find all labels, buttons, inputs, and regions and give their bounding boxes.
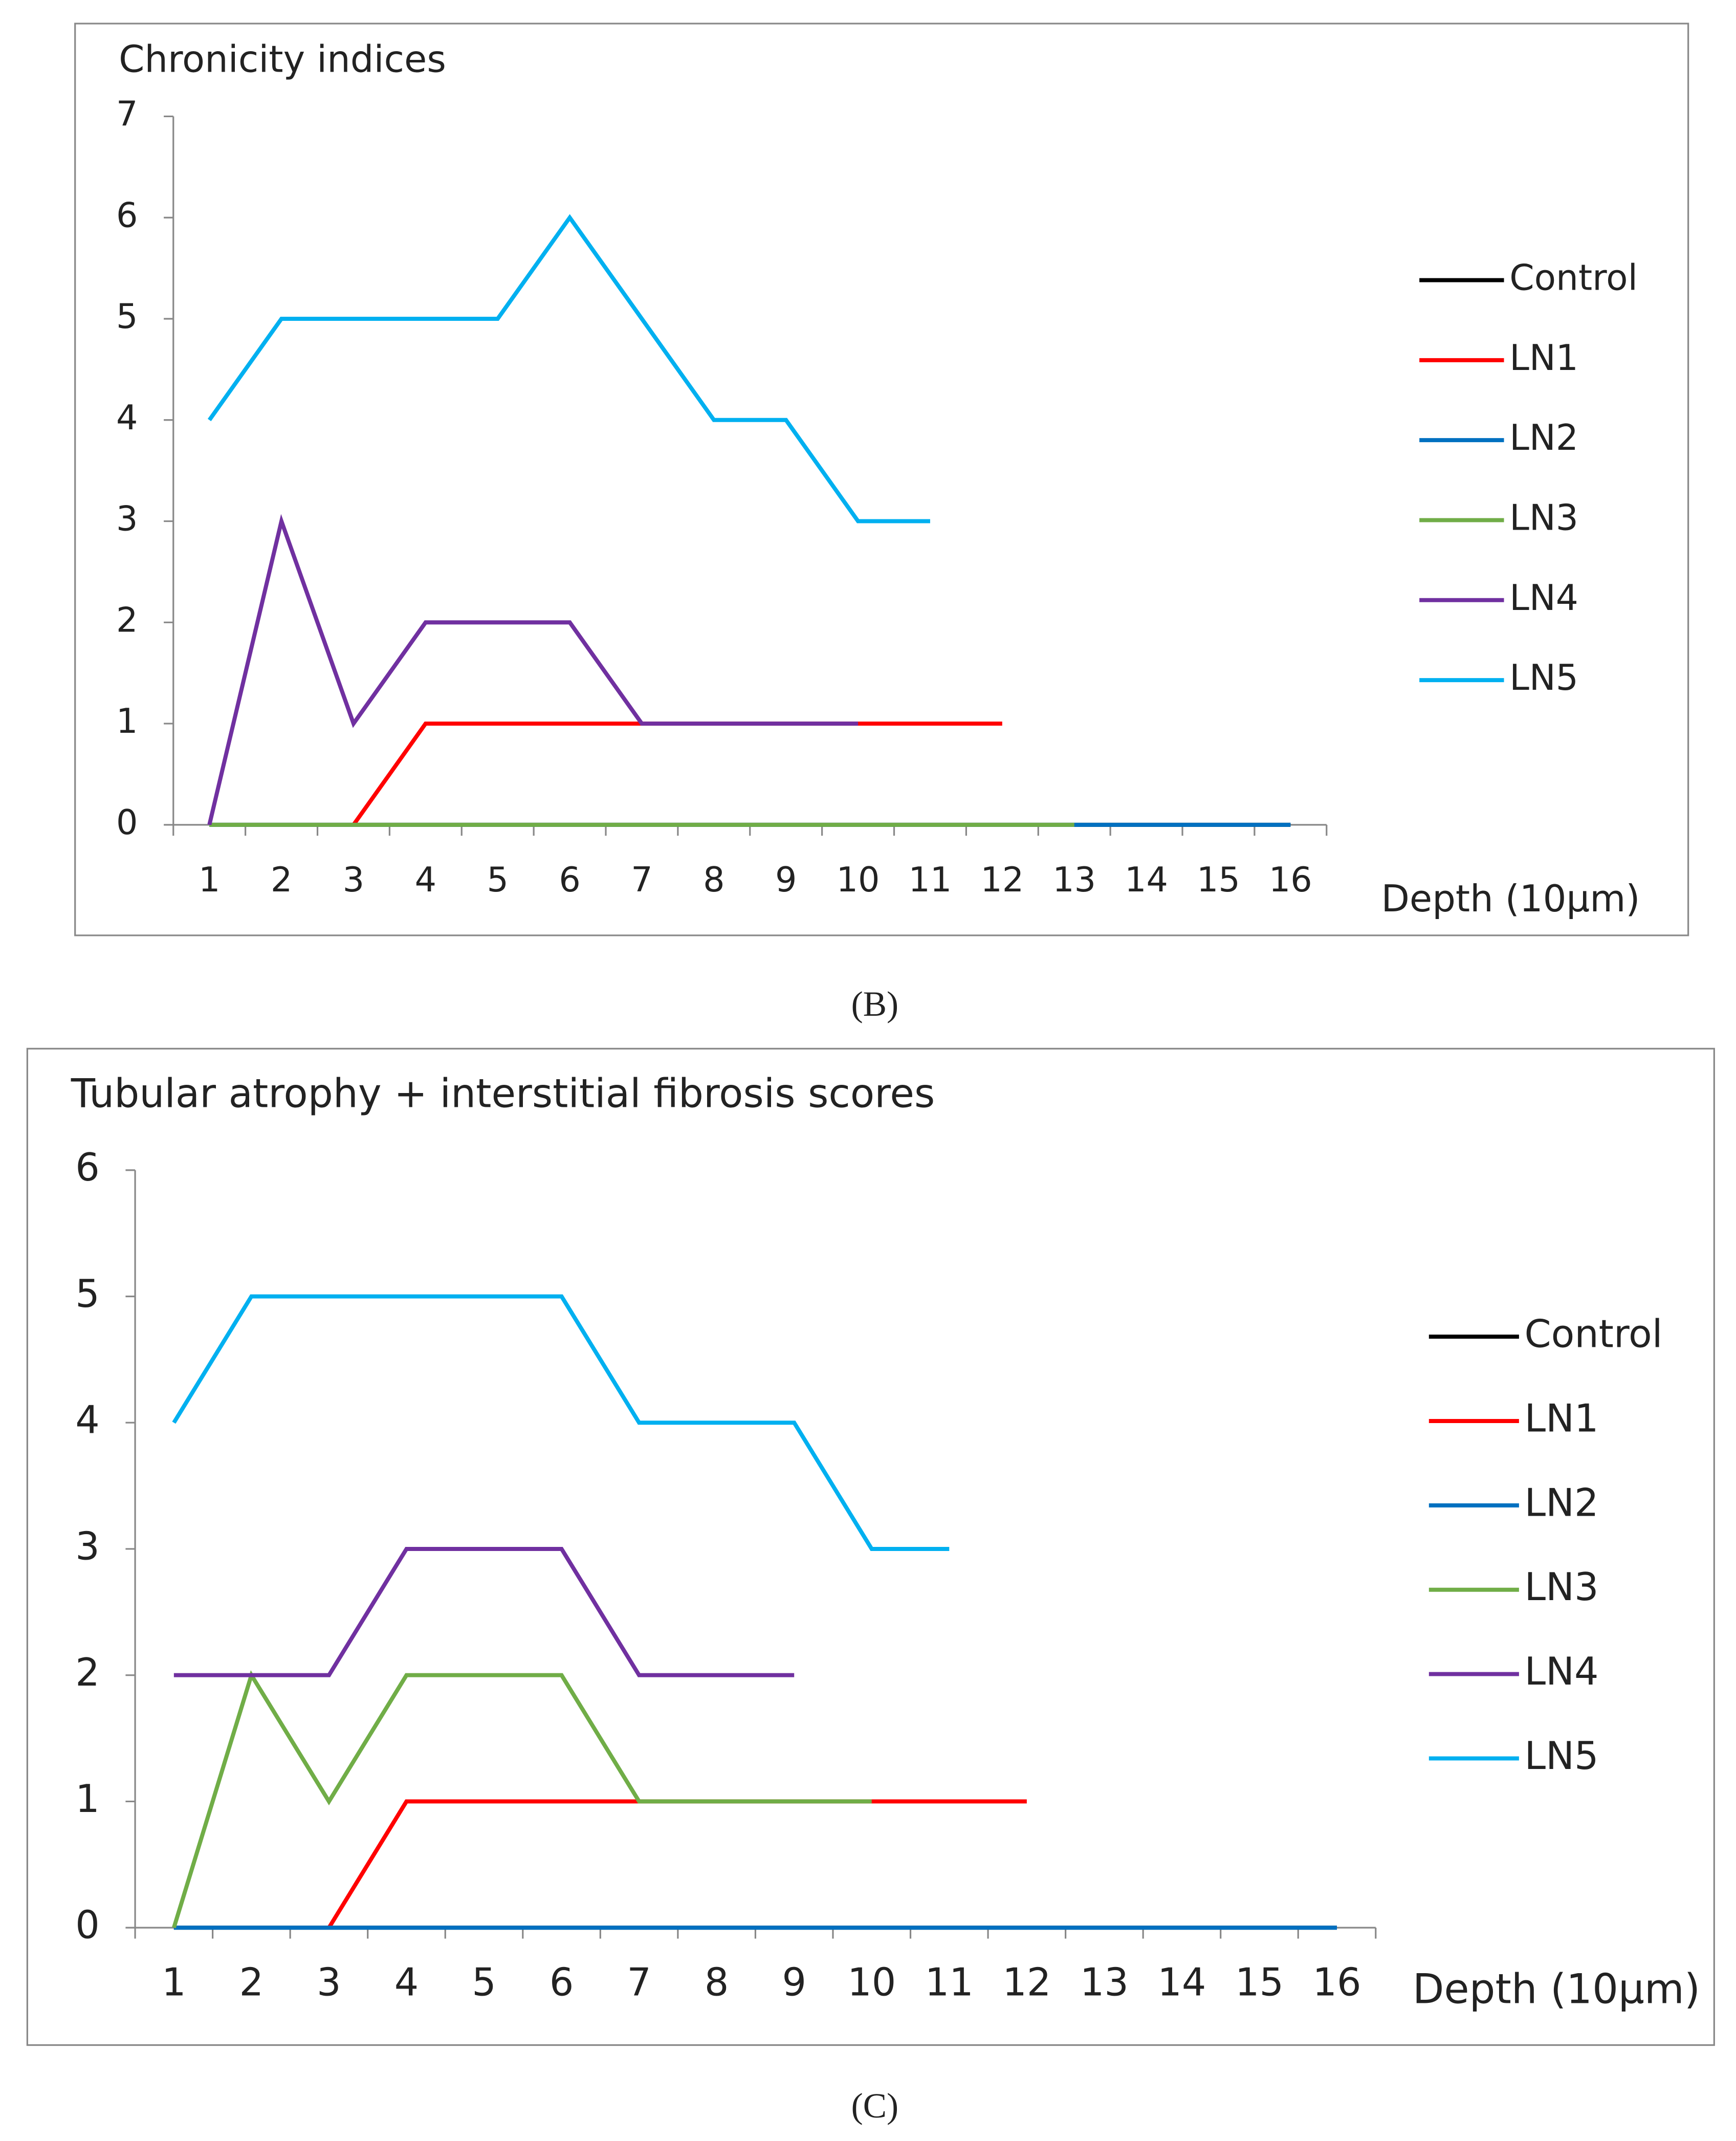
legend-label: LN1 [1525,1396,1599,1441]
series-line [172,1294,950,1551]
x-tick-label: 3 [343,860,364,900]
y-tick-label: 5 [116,296,138,336]
x-tick-label: 8 [705,1960,729,2005]
x-tick-label: 8 [703,860,724,900]
y-tick-label: 0 [116,802,138,842]
x-tick-label: 3 [317,1960,341,2005]
series-line [172,1670,872,1929]
x-tick-label: 13 [1080,1960,1129,2005]
y-tick-label: 2 [75,1650,100,1695]
x-axis-label: Depth (10µm) [1381,877,1640,920]
x-tick-label: 16 [1269,860,1312,900]
x-tick-label: 6 [559,860,580,900]
x-tick-label: 9 [775,860,797,900]
legend-label: LN2 [1509,418,1578,458]
legend-label: LN2 [1525,1480,1599,1525]
x-tick-label: 13 [1052,860,1096,900]
series-line [173,1546,795,1677]
y-tick-label: 1 [75,1777,100,1821]
panel-label: (B) [851,985,898,1024]
chart-frame [74,23,1689,936]
panel-label: (C) [851,2086,898,2126]
chart-title: Chronicity indices [119,37,446,80]
legend-label: LN3 [1509,498,1578,539]
x-tick-label: 1 [199,860,220,900]
x-tick-label: 7 [631,860,652,900]
y-tick-label: 6 [75,1145,100,1190]
x-tick-label: 5 [472,1960,496,2005]
legend-label: LN5 [1509,658,1578,698]
x-tick-label: 14 [1125,860,1168,900]
y-tick-label: 4 [116,398,138,438]
x-tick-label: 2 [239,1960,264,2005]
y-tick-label: 3 [116,499,138,539]
x-tick-label: 7 [627,1960,651,2005]
y-tick-label: 6 [116,195,138,235]
x-tick-label: 15 [1235,1960,1284,2005]
x-tick-label: 11 [925,1960,974,2005]
x-tick-label: 4 [415,860,436,900]
series-line [207,214,930,523]
y-tick-label: 3 [75,1524,100,1568]
x-tick-label: 11 [909,860,952,900]
y-tick-label: 7 [116,94,138,134]
x-tick-label: 9 [782,1960,806,2005]
series-line [207,514,859,825]
y-tick-label: 2 [116,600,138,640]
x-tick-label: 12 [980,860,1024,900]
x-tick-label: 5 [487,860,508,900]
x-tick-label: 12 [1002,1960,1051,2005]
x-axis-label: Depth (10µm) [1413,1965,1700,2013]
y-tick-label: 4 [75,1398,100,1443]
x-tick-label: 4 [394,1960,419,2005]
y-tick-label: 0 [75,1903,100,1948]
x-tick-label: 10 [837,860,880,900]
y-tick-label: 5 [75,1272,100,1316]
chart-title: Tubular atrophy + interstitial fibrosis … [71,1071,935,1117]
legend-label: LN5 [1525,1734,1599,1778]
y-tick-label: 1 [116,701,138,741]
x-tick-label: 1 [162,1960,186,2005]
legend-label: Control [1525,1312,1663,1357]
x-tick-label: 6 [550,1960,574,2005]
chart-frame [26,1047,1715,2046]
legend-label: LN3 [1525,1565,1599,1609]
legend-label: Control [1509,258,1638,299]
x-tick-label: 15 [1197,860,1240,900]
legend-label: LN1 [1509,338,1578,379]
legend-label: LN4 [1525,1649,1599,1694]
x-tick-label: 16 [1313,1960,1361,2005]
legend-label: LN4 [1509,578,1578,619]
x-tick-label: 10 [847,1960,896,2005]
x-tick-label: 14 [1157,1960,1206,2005]
x-tick-label: 2 [271,860,292,900]
